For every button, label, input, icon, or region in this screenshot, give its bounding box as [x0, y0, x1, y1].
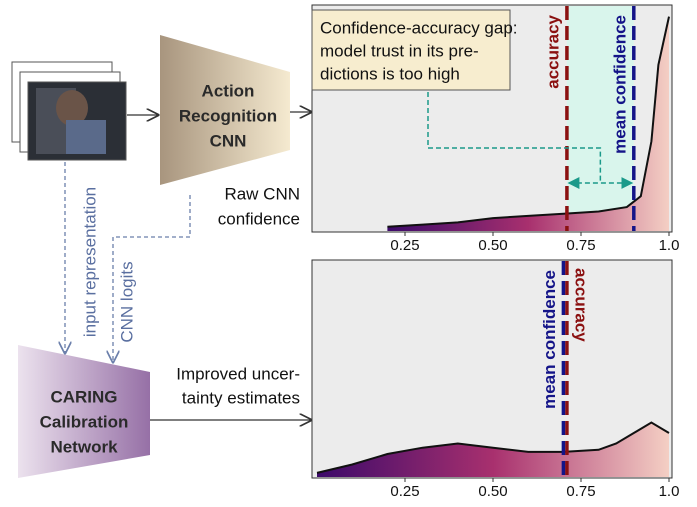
caring-label: Network	[50, 437, 118, 456]
raw-label: confidence	[218, 209, 300, 228]
x-tick-label: 0.50	[478, 237, 507, 254]
cnn-label: Recognition	[179, 106, 277, 125]
caring-label: Calibration	[40, 412, 129, 431]
cnn-label: Action	[202, 81, 255, 100]
accuracy-line-label: accuracy	[571, 268, 590, 342]
mean-confidence-line-label: mean confidence	[610, 15, 629, 154]
gap-note: Confidence-accuracy gap: model trust in …	[312, 10, 518, 90]
note-text: Confidence-accuracy gap:	[320, 18, 518, 37]
x-tick-label: 0.75	[566, 483, 595, 500]
input-frames	[12, 62, 126, 160]
x-tick-label: 1.0	[659, 237, 680, 254]
x-tick-label: 0.25	[390, 483, 419, 500]
note-text: model trust in its pre-	[320, 41, 479, 60]
accuracy-line-label: accuracy	[543, 14, 562, 88]
figure: Action Recognition CNN Raw CNN confidenc…	[0, 0, 697, 502]
improved-label: tainty estimates	[182, 388, 300, 407]
input-arrow-label: input representation	[80, 187, 99, 337]
improved-label: Improved uncer-	[176, 364, 300, 383]
x-tick-label: 1.0	[659, 483, 680, 500]
x-tick-label: 0.50	[478, 483, 507, 500]
x-tick-label: 0.75	[566, 237, 595, 254]
mean-confidence-line-label: mean confidence	[540, 270, 559, 409]
logits-arrow-label: CNN logits	[117, 261, 136, 342]
note-text: dictions is too high	[320, 64, 460, 83]
caring-label: CARING	[50, 387, 117, 406]
x-tick-label: 0.25	[390, 237, 419, 254]
raw-label: Raw CNN	[224, 184, 300, 203]
cnn-label: CNN	[210, 131, 247, 150]
